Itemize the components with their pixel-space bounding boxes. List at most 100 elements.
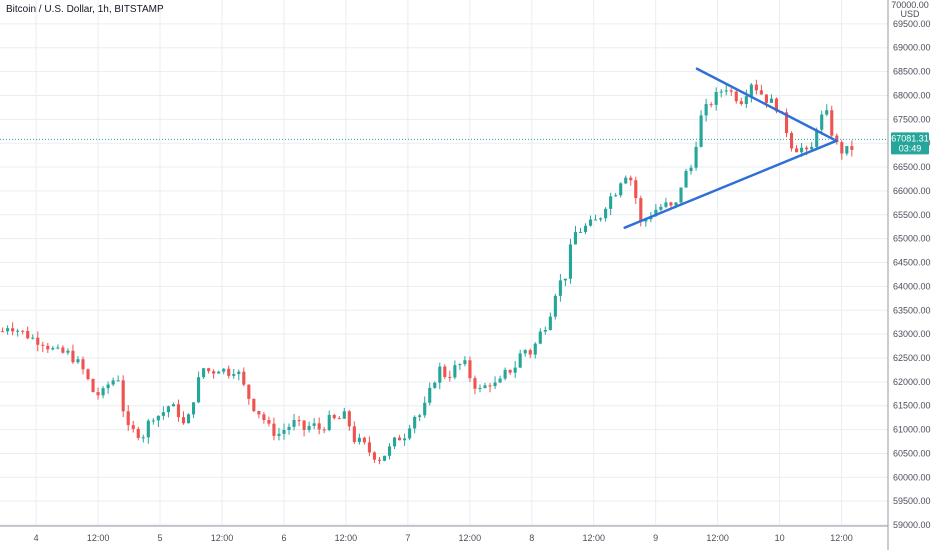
triangle-lower-line[interactable] <box>623 139 838 229</box>
price-tick-label: 65000.00 <box>893 234 931 244</box>
candle-body <box>614 195 618 197</box>
time-tick-label: 12:00 <box>87 533 110 543</box>
candle-body <box>739 101 743 105</box>
candle-body <box>659 206 663 210</box>
price-tick-label: 67500.00 <box>893 114 931 124</box>
candle-body <box>146 420 150 438</box>
price-tick-label: 60500.00 <box>893 448 931 458</box>
candle-body <box>784 112 789 134</box>
candle-body <box>131 425 135 429</box>
candle-body <box>523 350 527 354</box>
price-tick-label: 68000.00 <box>893 90 931 100</box>
candle-body <box>699 115 703 147</box>
candle-body <box>403 438 407 441</box>
candle-body <box>237 371 241 375</box>
candle-body <box>624 177 628 184</box>
candle-body <box>553 295 557 317</box>
time-tick-label: 12:00 <box>830 533 853 543</box>
candle-body <box>76 359 80 363</box>
candle-body <box>830 110 834 136</box>
candle-body <box>734 91 738 102</box>
candle-body <box>654 209 658 217</box>
candle-body <box>594 219 598 221</box>
candle-body <box>795 148 799 153</box>
time-tick-label: 12:00 <box>211 533 234 543</box>
candle-body <box>609 196 613 209</box>
candle-body <box>674 202 678 206</box>
candle-body <box>619 183 623 196</box>
candle-body <box>362 437 366 443</box>
candle-body <box>805 147 809 150</box>
price-tick-label: 60000.00 <box>893 472 931 482</box>
candle-body <box>508 369 512 373</box>
price-tick-label: 63000.00 <box>893 329 931 339</box>
candle-body <box>56 347 60 349</box>
time-tick-label: 7 <box>405 533 410 543</box>
time-tick-label: 5 <box>158 533 163 543</box>
candle-body <box>81 359 85 370</box>
time-tick-label: 6 <box>281 533 286 543</box>
candle-body <box>639 198 643 222</box>
candle-body <box>543 329 547 332</box>
candle-body <box>729 90 733 92</box>
candle-body <box>1 331 5 333</box>
candle-body <box>749 84 753 97</box>
candle-body <box>307 425 311 430</box>
candle-body <box>398 437 402 441</box>
candle-body <box>242 371 246 385</box>
chart-grid <box>0 0 888 526</box>
price-tick-label: 66500.00 <box>893 162 931 172</box>
candle-body <box>71 350 75 363</box>
candle-body <box>759 90 763 95</box>
candle-body <box>438 366 442 383</box>
candle-body <box>191 402 196 415</box>
candle-body <box>558 280 562 296</box>
candle-body <box>513 367 517 373</box>
candle-body <box>156 415 160 421</box>
candle-body <box>252 398 256 412</box>
candle-body <box>86 369 90 380</box>
candle-body <box>151 420 155 422</box>
candle-body <box>483 385 487 388</box>
time-tick-label: 12:00 <box>335 533 358 543</box>
time-tick-label: 12:00 <box>582 533 605 543</box>
candle-body <box>599 218 603 220</box>
candle-body <box>342 411 346 419</box>
candle-body <box>46 345 50 350</box>
candle-body <box>101 388 105 396</box>
time-tick-label: 10 <box>775 533 785 543</box>
candle-body <box>568 244 573 279</box>
candle-body <box>789 133 794 149</box>
price-tick-label: 68500.00 <box>893 67 931 77</box>
candle-body <box>578 231 583 233</box>
candle-body <box>724 90 728 92</box>
candle-body <box>141 437 145 439</box>
triangle-pattern[interactable] <box>623 67 838 229</box>
candle-body <box>418 415 422 417</box>
candle-body <box>433 382 437 388</box>
candle-body <box>247 384 251 399</box>
price-tick-label: 61000.00 <box>893 425 931 435</box>
price-tick-label: 63500.00 <box>893 305 931 315</box>
candle-body <box>463 360 467 365</box>
candle-body <box>292 420 296 427</box>
time-tick-label: 12:00 <box>706 533 729 543</box>
candle-body <box>161 412 165 416</box>
time-tick-label: 4 <box>34 533 39 543</box>
candle-body <box>548 316 552 330</box>
candle-body <box>302 420 306 430</box>
candle-body <box>277 433 281 436</box>
candle-body <box>352 426 356 442</box>
candle-series <box>1 79 854 465</box>
candle-body <box>51 347 55 350</box>
time-tick-label: 12:00 <box>459 533 482 543</box>
candle-body <box>709 104 713 106</box>
price-tick-label: 69500.00 <box>893 19 931 29</box>
candle-body <box>181 417 186 424</box>
price-tick-label: 62500.00 <box>893 353 931 363</box>
triangle-upper-line[interactable] <box>695 67 838 143</box>
candle-body <box>629 177 633 181</box>
candle-body <box>468 360 472 379</box>
candle-body <box>212 371 216 374</box>
